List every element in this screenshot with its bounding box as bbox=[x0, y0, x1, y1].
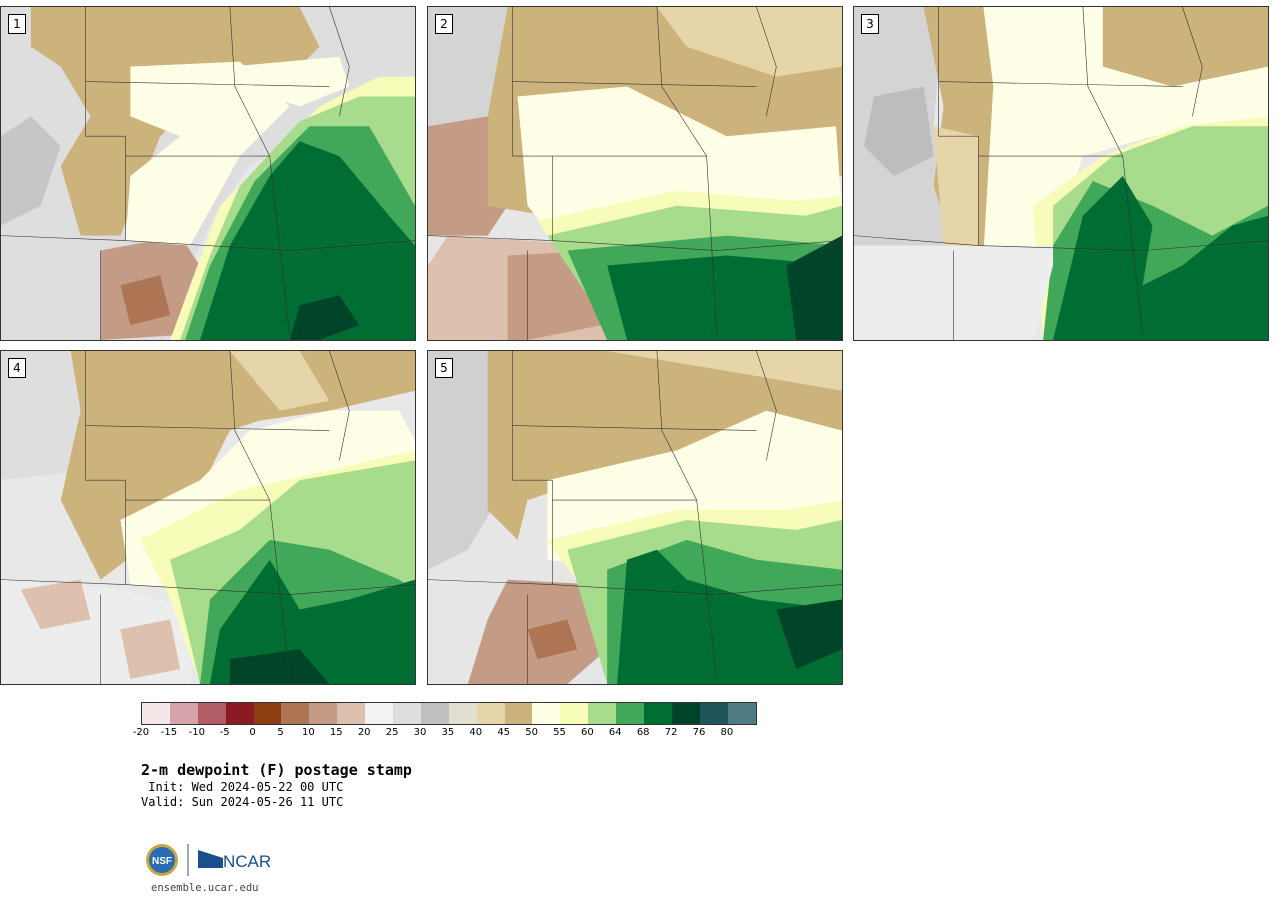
panel-label: 3 bbox=[861, 14, 879, 34]
nsf-logo: NSF bbox=[146, 844, 178, 876]
colorbar-tick-label: 50 bbox=[525, 727, 538, 738]
map-panel-1: 1 bbox=[0, 6, 416, 341]
colorbar-swatch bbox=[420, 703, 449, 724]
colorbar-swatch bbox=[393, 703, 421, 724]
colorbar-tick-label: 45 bbox=[497, 727, 511, 738]
colorbar-tick-label: 30 bbox=[413, 727, 427, 738]
valid-time: Valid: Sun 2024-05-26 11 UTC bbox=[141, 795, 344, 809]
colorbar-swatch bbox=[281, 703, 310, 724]
dewpoint-map-3 bbox=[854, 7, 1268, 340]
init-time: Init: Wed 2024-05-22 00 UTC bbox=[141, 780, 344, 794]
colorbar-tick-label: 15 bbox=[329, 727, 343, 738]
colorbar-swatch bbox=[448, 703, 477, 724]
panel-label: 5 bbox=[435, 358, 453, 378]
colorbar-tick-label: 68 bbox=[636, 727, 650, 738]
colorbar-tick-label: 60 bbox=[581, 727, 594, 738]
logos: NSF NCAR bbox=[145, 842, 275, 878]
colorbar-swatch bbox=[142, 703, 170, 724]
colorbar-swatch bbox=[225, 703, 254, 724]
colorbar-tick-label: 72 bbox=[664, 727, 678, 738]
colorbar-tick-label: -5 bbox=[219, 727, 230, 738]
colorbar-swatch bbox=[671, 703, 700, 724]
colorbar-tick-label: 0 bbox=[249, 727, 256, 738]
colorbar-tick-label: 20 bbox=[357, 727, 371, 738]
colorbar bbox=[141, 702, 757, 725]
colorbar-tick-label: 10 bbox=[302, 727, 315, 738]
panel-label: 4 bbox=[8, 358, 26, 378]
map-panel-2: 2 bbox=[427, 6, 843, 341]
colorbar-swatch bbox=[197, 703, 226, 724]
colorbar-swatch bbox=[532, 703, 561, 724]
colorbar-tick-label: 64 bbox=[608, 727, 622, 738]
colorbar-swatch bbox=[309, 703, 338, 724]
colorbar-tick-label: 80 bbox=[720, 727, 734, 738]
ncar-logo-text: NCAR bbox=[223, 852, 271, 871]
panel-label: 2 bbox=[435, 14, 453, 34]
panel-label: 1 bbox=[8, 14, 26, 34]
colorbar-swatch bbox=[560, 703, 589, 724]
colorbar-swatch bbox=[644, 703, 672, 724]
site-url: ensemble.ucar.edu bbox=[151, 882, 259, 894]
dewpoint-map-4 bbox=[1, 351, 415, 684]
colorbar-swatch bbox=[727, 703, 756, 724]
map-panel-4: 4 bbox=[0, 350, 416, 685]
dewpoint-map-1 bbox=[1, 7, 415, 340]
colorbar-swatch bbox=[699, 703, 728, 724]
colorbar-swatch bbox=[365, 703, 394, 724]
colorbar-tick-label: -15 bbox=[160, 727, 178, 738]
colorbar-tick-label: -10 bbox=[188, 727, 205, 738]
map-panel-3: 3 bbox=[853, 6, 1269, 341]
chart-title: 2-m dewpoint (F) postage stamp bbox=[141, 761, 412, 779]
colorbar-swatch bbox=[588, 703, 617, 724]
colorbar-tick-label: 76 bbox=[692, 727, 706, 738]
ncar-logo: NCAR bbox=[198, 850, 271, 871]
colorbar-swatch bbox=[169, 703, 198, 724]
colorbar-tick-label: -20 bbox=[132, 727, 150, 738]
colorbar-swatch bbox=[616, 703, 645, 724]
colorbar-tick-label: 55 bbox=[553, 727, 566, 738]
map-panel-5: 5 bbox=[427, 350, 843, 685]
dewpoint-map-5 bbox=[428, 351, 842, 684]
colorbar-swatch bbox=[337, 703, 366, 724]
colorbar-swatch bbox=[476, 703, 505, 724]
colorbar-tick-label: 25 bbox=[385, 727, 399, 738]
nsf-logo-text: NSF bbox=[152, 856, 172, 867]
colorbar-tick-label: 5 bbox=[277, 727, 284, 738]
colorbar-ticks: -20 -15 -10 -5 0 5 10 15 20 25 30 35 40 45 50 55 60 64 68 7… bbox=[133, 727, 761, 741]
colorbar-tick-label: 35 bbox=[441, 727, 455, 738]
dewpoint-map-2 bbox=[428, 7, 842, 340]
colorbar-tick-label: 40 bbox=[469, 727, 483, 738]
colorbar-swatch bbox=[253, 703, 282, 724]
colorbar-swatch bbox=[504, 703, 533, 724]
